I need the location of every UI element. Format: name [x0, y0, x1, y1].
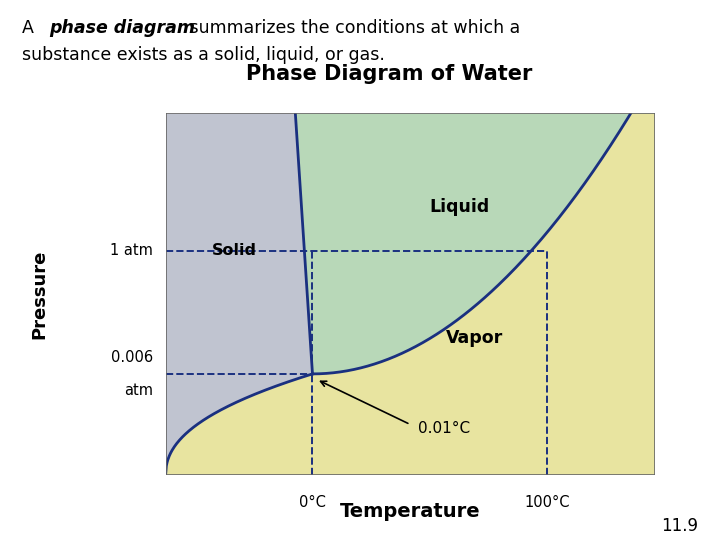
Text: Solid: Solid [212, 244, 256, 258]
Text: summarizes the conditions at which a: summarizes the conditions at which a [184, 19, 520, 37]
Polygon shape [166, 95, 655, 475]
Text: Phase Diagram of Water: Phase Diagram of Water [246, 64, 532, 84]
Text: substance exists as a solid, liquid, or gas.: substance exists as a solid, liquid, or … [22, 46, 384, 64]
Text: phase diagram: phase diagram [49, 19, 195, 37]
Text: 100°C: 100°C [525, 495, 570, 510]
Polygon shape [166, 113, 312, 475]
Text: 1 atm: 1 atm [110, 244, 153, 258]
Text: A: A [22, 19, 39, 37]
Text: atm: atm [125, 383, 153, 397]
Text: 0.006: 0.006 [111, 350, 153, 365]
Text: 11.9: 11.9 [662, 517, 698, 535]
Text: Temperature: Temperature [340, 502, 481, 521]
Text: Vapor: Vapor [446, 329, 503, 347]
Text: Pressure: Pressure [30, 249, 49, 339]
Text: 0.01°C: 0.01°C [418, 421, 470, 436]
Polygon shape [295, 95, 655, 374]
Text: Liquid: Liquid [429, 199, 490, 217]
Text: 0°C: 0°C [299, 495, 326, 510]
